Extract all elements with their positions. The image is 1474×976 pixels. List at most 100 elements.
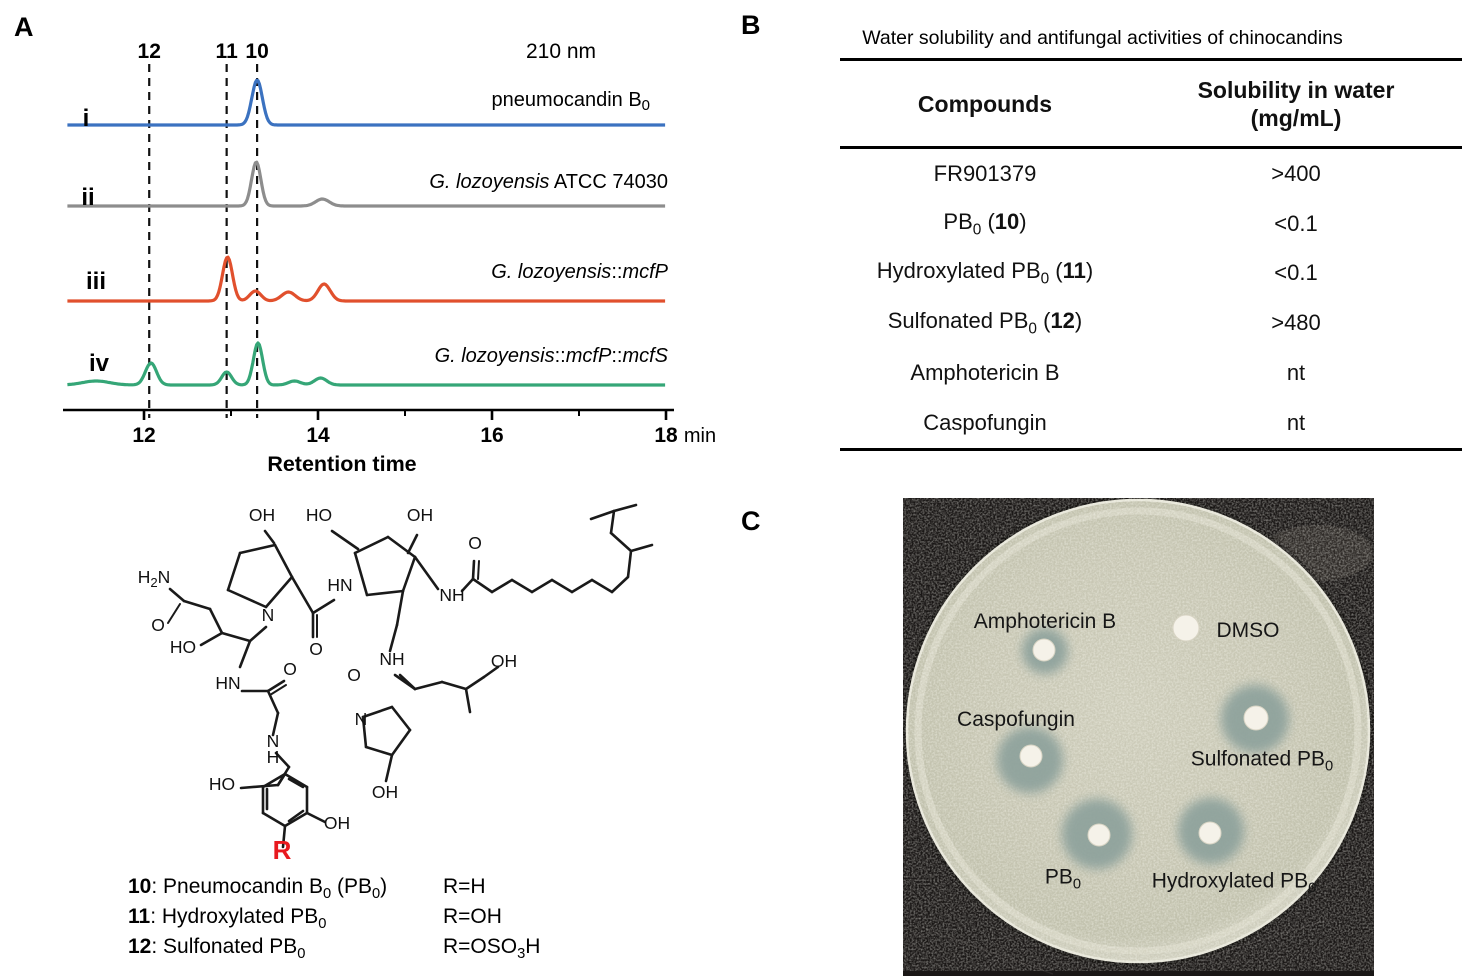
trace-label-iii: G. lozoyensis::mcfP xyxy=(491,261,668,283)
solubility-cell: <0.1 xyxy=(1274,260,1318,286)
r-group-value: R=OSO3H xyxy=(443,935,541,963)
col-header-compounds: Compounds xyxy=(917,90,1053,117)
x-tick-label-14: 14 xyxy=(306,424,330,447)
x-tick-label-18: 18 xyxy=(654,424,678,447)
atom-label: H xyxy=(267,747,280,767)
x-axis-title: Retention time xyxy=(267,452,416,476)
panel-c-label: C xyxy=(741,506,761,536)
atom-label: HN xyxy=(215,673,240,693)
r-legend-row: 12: Sulfonated PB0 R=OSO3H xyxy=(128,932,668,962)
solubility-cell: nt xyxy=(1286,409,1306,435)
compound-number: 10 xyxy=(128,875,152,898)
r-group-legend: 10: Pneumocandin B0 (PB0) R=H 11: Hydroxyl… xyxy=(128,872,668,962)
atom-label: N xyxy=(267,731,280,751)
compound-number: 12 xyxy=(128,935,152,958)
col-header-solubility: Solubility in water (mg/mL) xyxy=(1197,76,1395,131)
table-title: Water solubility and antifungal activiti… xyxy=(862,27,1343,49)
plate-label: Sulfonated PB0 xyxy=(1190,747,1334,775)
trace-ii xyxy=(67,160,666,208)
atom-label: O xyxy=(309,639,323,659)
plate-label: Hydroxylated PB0 xyxy=(1151,869,1317,897)
compound-cell: Caspofungin xyxy=(923,409,1047,435)
atom-label: O xyxy=(468,533,482,553)
trace-numeral-i: i xyxy=(83,105,90,132)
atom-label: N xyxy=(355,709,368,729)
compound-number: 11 xyxy=(128,905,151,928)
structure-bonds xyxy=(167,503,654,849)
atom-label: O xyxy=(347,665,361,685)
compound-cell: Sulfonated PB0 (12) xyxy=(887,308,1083,338)
compound-cell: PB0 (10) xyxy=(943,208,1027,238)
plate-label: PB0 xyxy=(1044,865,1082,893)
chromatogram-figure: 12 11 10 210 nm i pneumocandin B0 ii G. lozoyen… xyxy=(63,40,716,476)
atom-label: N xyxy=(262,605,275,625)
atom-label: HN xyxy=(327,575,352,595)
table-row: FR901379 >400 xyxy=(840,149,1462,199)
compound-name: 11: Hydroxylated PB0 xyxy=(128,905,327,933)
disc-pb0 xyxy=(1087,823,1111,847)
dish-rim xyxy=(914,507,1362,955)
petri-dish-photo: Amphotericin B DMSO Caspofungin Sulfonated … xyxy=(902,495,1374,976)
solubility-cell: >400 xyxy=(1271,160,1321,186)
trace-iii xyxy=(67,255,666,303)
atom-label: HO xyxy=(209,774,235,794)
solubility-cell: >480 xyxy=(1271,310,1321,336)
plate-label: Caspofungin xyxy=(957,708,1075,731)
peak-number-10: 10 xyxy=(245,40,268,63)
disc-caspofungin xyxy=(1019,744,1043,768)
panel-b-label: B xyxy=(741,10,761,40)
table-row: Caspofungin nt xyxy=(840,398,1462,448)
table-row: Sulfonated PB0 (12) >480 xyxy=(840,298,1462,348)
disc-dmso xyxy=(1172,614,1200,642)
solubility-cell: <0.1 xyxy=(1274,210,1318,236)
plate-label: Amphotericin B xyxy=(973,610,1117,633)
disc-amphotericin xyxy=(1032,638,1056,662)
solubility-table: Compounds Solubility in water (mg/mL) FR… xyxy=(840,58,1462,451)
compound-name: 12: Sulfonated PB0 xyxy=(128,935,306,963)
plate-label: DMSO xyxy=(1216,619,1280,642)
r-group-value: R=OH xyxy=(443,905,502,928)
x-tick-label-16: 16 xyxy=(480,424,503,447)
compound-name: 10: Pneumocandin B0 (PB0) xyxy=(128,875,388,903)
table-header-row: Compounds Solubility in water (mg/mL) xyxy=(840,61,1462,149)
atom-label: OH xyxy=(249,505,275,525)
disc-hydroxylated-pb0 xyxy=(1198,821,1222,845)
trace-iv xyxy=(67,341,666,387)
atom-label: O xyxy=(151,615,165,635)
x-tick-label-12: 12 xyxy=(132,424,155,447)
compound-cell: Hydroxylated PB0 (11) xyxy=(876,258,1094,288)
atom-label: OH xyxy=(324,813,350,833)
trace-numeral-iii: iii xyxy=(86,268,106,295)
trace-label-ii: G. lozoyensis ATCC 74030 xyxy=(429,171,668,193)
agar-speckle xyxy=(920,513,1356,949)
atom-label: OH xyxy=(372,782,398,802)
trace-label-i: pneumocandin B0 xyxy=(492,89,650,114)
compound-cell: FR901379 xyxy=(933,160,1037,186)
wavelength-label: 210 nm xyxy=(526,40,596,63)
panel-a-label: A xyxy=(14,12,34,42)
r-group-label: R xyxy=(273,835,292,865)
atom-label: OH xyxy=(407,505,433,525)
trace-numeral-iv: iv xyxy=(89,350,110,377)
atom-label: O xyxy=(283,659,297,679)
r-legend-row: 10: Pneumocandin B0 (PB0) R=H xyxy=(128,872,668,902)
disc-sulfonated-pb0 xyxy=(1243,705,1269,731)
atom-label: NH xyxy=(439,585,464,605)
table-row: PB0 (10) <0.1 xyxy=(840,199,1462,249)
r-group-value: R=H xyxy=(443,875,486,898)
table-row: Hydroxylated PB0 (11) <0.1 xyxy=(840,249,1462,299)
peak-number-11: 11 xyxy=(216,40,239,63)
trace-label-iv: G. lozoyensis::mcfP::mcfS xyxy=(435,345,669,367)
atom-label: H2N xyxy=(138,567,171,590)
atom-label: HO xyxy=(170,637,196,657)
compound-cell: Amphotericin B xyxy=(910,360,1060,386)
r-legend-row: 11: Hydroxylated PB0 R=OH xyxy=(128,902,668,932)
x-unit-label: min xyxy=(684,425,716,447)
table-body: FR901379 >400 PB0 (10) <0.1 Hydroxylated PB0… xyxy=(840,149,1462,448)
trace-numeral-ii: ii xyxy=(81,184,94,211)
table-row: Amphotericin B nt xyxy=(840,348,1462,398)
atom-label: OH xyxy=(491,651,517,671)
